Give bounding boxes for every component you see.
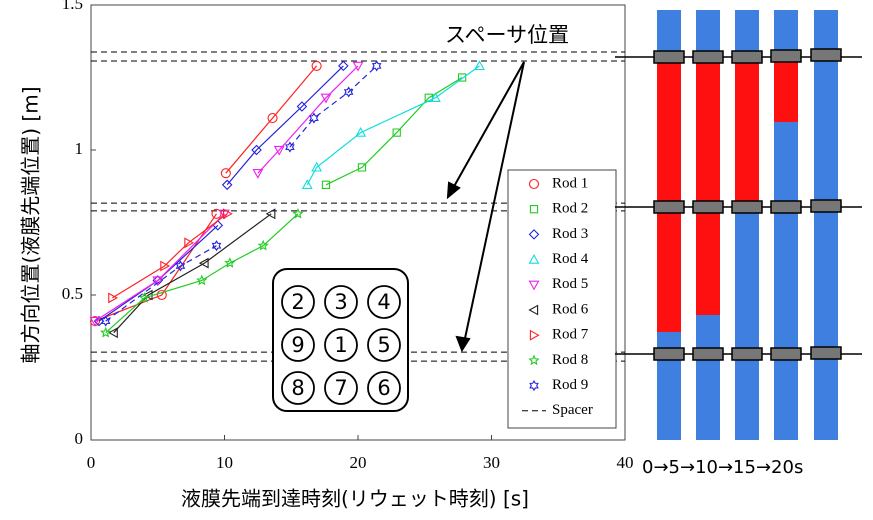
legend-label: Rod 4	[552, 251, 589, 267]
rod-wet-part	[735, 60, 759, 205]
rod-number: 9	[291, 333, 304, 357]
rod-wet-part	[657, 60, 681, 332]
rod-wet-part	[774, 60, 798, 122]
legend-label: Rod 7	[552, 327, 589, 343]
x-axis-label: 液膜先端到達時刻(リウェット時刻) [s]	[181, 487, 529, 511]
rod-number: 5	[377, 333, 390, 357]
rod-wet-part	[696, 60, 720, 315]
page: 0 10 20 30 40 0 0.5 1 1.5 スペーサ位置 2 3 4 9 1 5 8 7 6 Rod 1…	[0, 0, 873, 520]
annotation: スペーサ位置	[445, 23, 569, 47]
spacer	[693, 201, 723, 213]
arrowhead	[448, 183, 459, 197]
legend-label: Rod 5	[552, 276, 588, 292]
series-line	[258, 66, 358, 173]
x-tick-label: 10	[216, 453, 233, 472]
rod-number: 6	[377, 376, 390, 400]
rod-number: 2	[291, 290, 304, 314]
rod-number: 3	[334, 290, 347, 314]
spacer	[693, 348, 723, 360]
spacer	[811, 200, 841, 212]
spacer	[771, 201, 801, 213]
y-tick-label: 1	[75, 139, 84, 158]
x-tick-label: 40	[617, 453, 634, 472]
rod-number: 8	[291, 376, 304, 400]
spacer	[654, 348, 684, 360]
rod	[814, 10, 838, 440]
y-tick-label: 1.5	[62, 0, 83, 13]
rod-layout: 2 3 4 9 1 5 8 7 6	[282, 286, 400, 404]
spacer	[654, 201, 684, 213]
spacer	[771, 50, 801, 62]
legend-label: Rod 3	[552, 226, 588, 242]
spacer	[732, 201, 762, 213]
legend-label: Rod 1	[552, 175, 588, 191]
y-tick-label: 0.5	[62, 284, 83, 303]
y-axis-label: 軸方向位置(液膜先端位置) [m]	[19, 86, 43, 363]
rod-number: 1	[334, 333, 347, 357]
x-tick-label: 20	[350, 453, 367, 472]
legend-label: Rod 9	[552, 377, 588, 393]
series-line	[226, 66, 317, 173]
legend-label: Rod 6	[552, 301, 589, 317]
spacer	[732, 348, 762, 360]
spacer	[811, 49, 841, 61]
y-tick-label: 0	[75, 429, 84, 448]
series-line	[114, 214, 272, 333]
legend-label: Spacer	[552, 402, 593, 418]
x-tick-label: 0	[87, 453, 96, 472]
spacer	[693, 51, 723, 63]
rod-number: 4	[377, 290, 390, 314]
spacer	[732, 51, 762, 63]
spacer	[654, 51, 684, 63]
illustration-caption: 0→5→10→15→20s	[642, 457, 803, 478]
spacer	[811, 347, 841, 359]
legend-label: Rod 8	[552, 352, 588, 368]
series-line	[112, 214, 227, 298]
series-line	[106, 214, 298, 333]
series-line	[307, 66, 479, 185]
series-line	[95, 214, 216, 321]
spacer	[771, 348, 801, 360]
series-line	[290, 66, 377, 147]
data-point	[253, 170, 262, 178]
x-tick-label: 30	[483, 453, 500, 472]
rod-number: 7	[334, 376, 347, 400]
series-line	[227, 66, 343, 185]
arrowhead	[457, 337, 469, 350]
legend-label: Rod 2	[552, 201, 588, 217]
